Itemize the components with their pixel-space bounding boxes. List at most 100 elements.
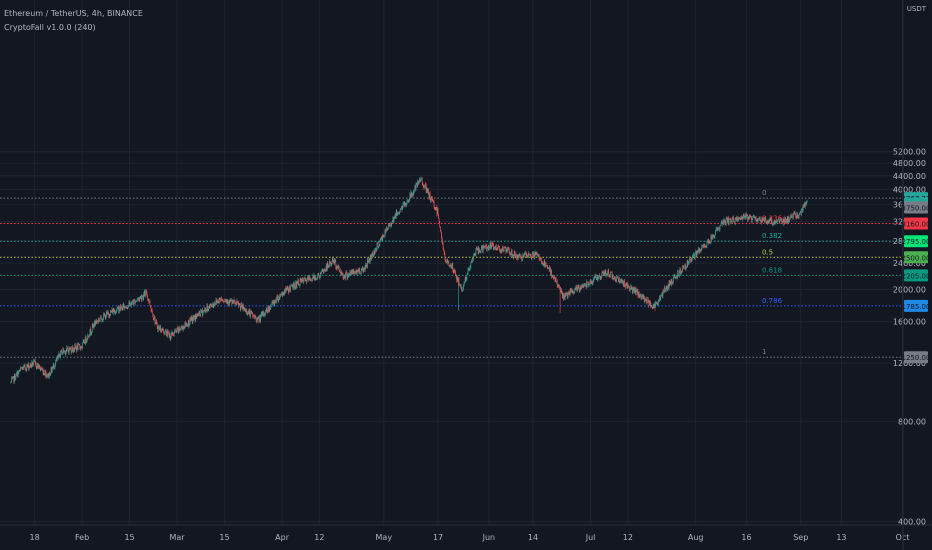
- y-tick-label: 4000.00: [893, 186, 926, 195]
- candle-body: [437, 209, 438, 214]
- candle-body: [154, 316, 156, 324]
- candle-body: [581, 285, 582, 289]
- candle-body: [428, 189, 429, 195]
- candle-body: [90, 329, 91, 334]
- x-tick-label: 14: [528, 533, 538, 542]
- candle-body: [533, 252, 534, 257]
- candle-body: [678, 270, 680, 276]
- candle-body: [286, 287, 288, 290]
- candle-body: [17, 371, 19, 377]
- candle-body: [482, 247, 483, 252]
- candle-body: [247, 311, 249, 313]
- candle-body: [381, 237, 382, 239]
- candle-body: [539, 258, 541, 261]
- candle-body: [471, 262, 472, 263]
- candle-body: [297, 282, 298, 284]
- candle-body: [376, 248, 377, 250]
- candle-body: [80, 347, 81, 350]
- candle-body: [535, 252, 537, 255]
- candle-body: [264, 313, 266, 315]
- candle-body: [675, 277, 676, 279]
- candle-body: [402, 203, 404, 207]
- candle-body: [702, 245, 704, 248]
- candle-body: [260, 314, 262, 317]
- candle-body: [403, 202, 405, 206]
- candle-body: [329, 261, 331, 264]
- candle-body: [584, 284, 586, 286]
- candle-body: [176, 330, 177, 333]
- candle-body: [701, 248, 702, 252]
- candle-body: [525, 253, 526, 254]
- candle-body: [304, 278, 306, 280]
- candle-body: [209, 304, 211, 307]
- candle-body: [797, 214, 798, 217]
- candle-body: [120, 306, 122, 310]
- candle-body: [768, 220, 770, 224]
- candle-body: [279, 297, 281, 299]
- candle-body: [588, 283, 589, 286]
- candle-body: [132, 301, 133, 303]
- candle-body: [216, 299, 217, 303]
- candle-body: [195, 315, 196, 321]
- candle-body: [695, 251, 697, 256]
- candle-body: [674, 275, 676, 278]
- candle-body: [237, 301, 238, 303]
- candle-body: [601, 275, 602, 279]
- candle-body: [267, 311, 268, 312]
- candle-body: [760, 220, 761, 221]
- candle-body: [387, 228, 389, 230]
- symbol-title[interactable]: Ethereum / TetherUS, 4h, BINANCE: [4, 9, 143, 18]
- candle-body: [230, 300, 232, 301]
- candle-body: [310, 278, 311, 280]
- candle-body: [401, 207, 402, 209]
- candle-body: [15, 378, 16, 381]
- candle-body: [789, 217, 791, 220]
- candle-body: [784, 220, 785, 223]
- candle-body: [73, 349, 74, 351]
- candle-body: [313, 275, 315, 277]
- candle-body: [415, 184, 417, 190]
- candle-body: [578, 288, 580, 291]
- candle-body: [252, 315, 254, 317]
- candle-body: [528, 253, 530, 255]
- candle-body: [758, 219, 759, 221]
- candle-body: [390, 223, 391, 226]
- candle-body: [32, 364, 34, 366]
- candle-body: [514, 251, 516, 256]
- candle-body: [629, 287, 630, 291]
- candle-body: [30, 363, 31, 366]
- candle-body: [429, 193, 431, 201]
- y-tick-label: 2000.00: [893, 285, 926, 294]
- candle-body: [366, 266, 368, 268]
- candle-body: [190, 318, 191, 320]
- candle-body: [754, 215, 755, 218]
- indicator-label[interactable]: CryptoFall v1.0.0 (240): [4, 23, 96, 32]
- candle-body: [423, 185, 424, 187]
- candle-body: [606, 273, 607, 275]
- candle-body: [518, 254, 520, 256]
- candle-body: [708, 240, 710, 242]
- candle-body: [477, 248, 478, 250]
- candle-body: [754, 217, 756, 219]
- candle-body: [136, 299, 138, 301]
- candle-body: [480, 249, 482, 253]
- candle-body: [330, 263, 331, 265]
- candle-body: [412, 193, 414, 196]
- candle-body: [373, 254, 374, 256]
- candle-body: [268, 307, 270, 311]
- candle-body: [413, 191, 415, 194]
- candle-body: [293, 284, 294, 289]
- candle-body: [595, 277, 597, 279]
- candle-body: [656, 302, 657, 304]
- candle-body: [133, 300, 135, 301]
- candle-body: [621, 279, 622, 283]
- candle-body: [321, 271, 322, 273]
- candle-body: [259, 316, 261, 321]
- candle-body: [452, 264, 454, 271]
- candle-body: [173, 332, 175, 336]
- candle-body: [756, 220, 758, 222]
- candle-body: [685, 267, 687, 269]
- candle-body: [552, 275, 554, 278]
- candle-body: [532, 252, 533, 256]
